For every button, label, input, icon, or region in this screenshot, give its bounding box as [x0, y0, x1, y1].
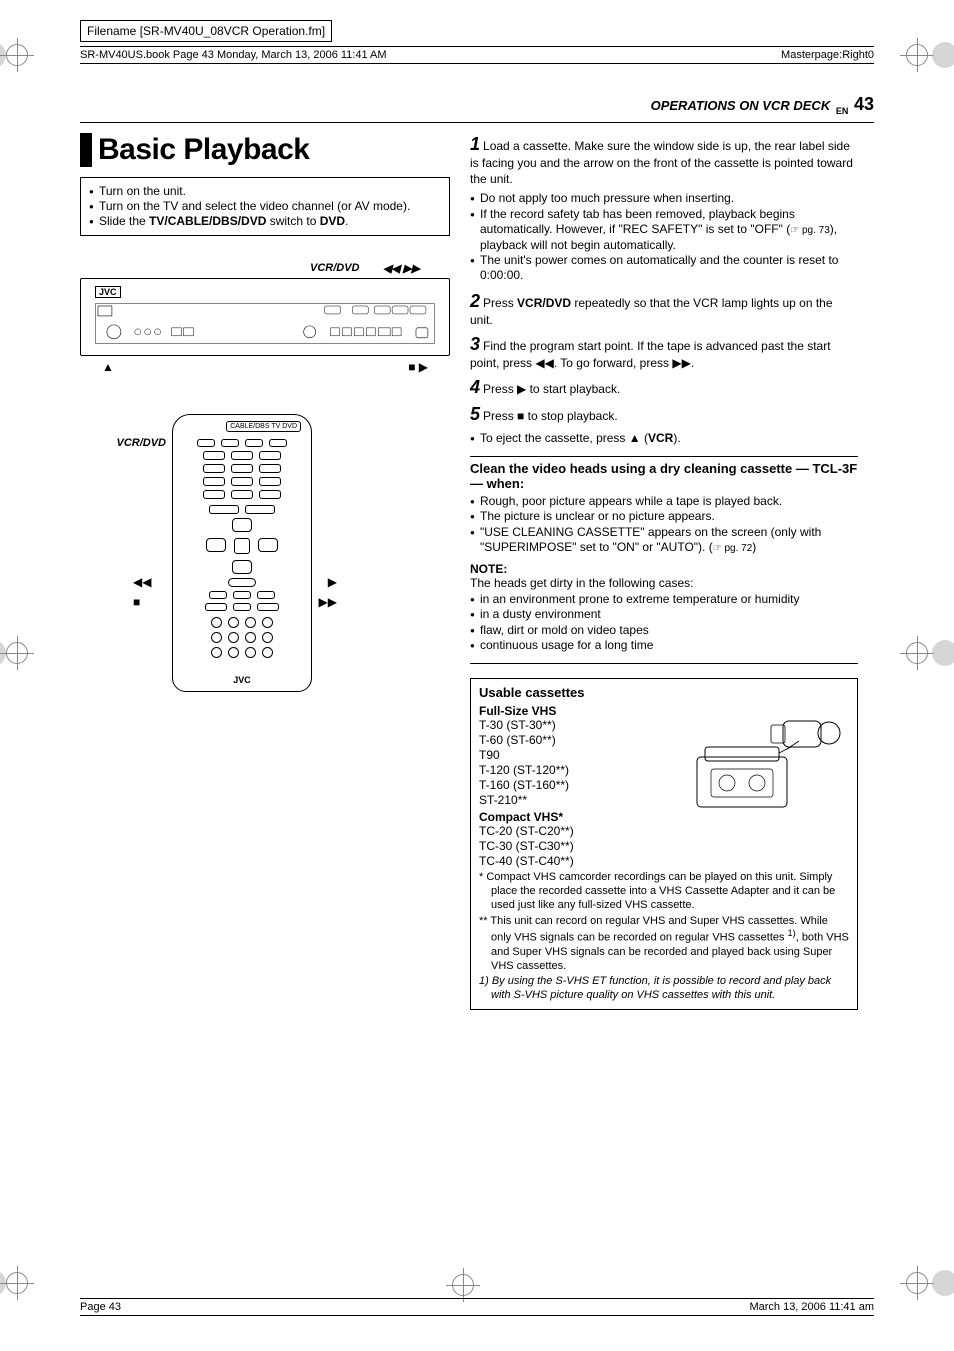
prep-item: Slide the TV/CABLE/DBS/DVD switch to DVD… — [89, 214, 441, 229]
footer-date: March 13, 2006 11:41 am — [749, 1301, 874, 1313]
jvc-logo: JVC — [173, 675, 311, 685]
vcr-unit-illustration: JVC — [80, 278, 450, 356]
page-footer: Page 43 March 13, 2006 11:41 am — [80, 1298, 874, 1316]
footnote-1: * Compact VHS camcorder recordings can b… — [479, 871, 849, 912]
vcr-bottom-labels: ▲ ■ ▶ — [80, 360, 450, 374]
play-icon: ▶ — [328, 575, 337, 589]
stop-icon: ■ — [133, 595, 140, 609]
ff-icon: ▶▶ — [319, 595, 337, 609]
step-5: 5Press ■ to stop playback. — [470, 403, 858, 426]
preparation-box: Turn on the unit. Turn on the TV and sel… — [80, 177, 450, 236]
prep-item: Turn on the TV and select the video chan… — [89, 199, 441, 214]
usable-cassettes-box: Usable cassettes Full-Size VHS — [470, 678, 858, 1009]
note-item: continuous usage for a long time — [470, 638, 858, 653]
cassette-item: TC-20 (ST-C20**) — [479, 824, 849, 839]
note-item: flaw, dirt or mold on video tapes — [470, 623, 858, 638]
usable-title: Usable cassettes — [479, 685, 849, 700]
footnote-3: 1) By using the S-VHS ET function, it is… — [479, 975, 849, 1003]
vcr-dvd-label: VCR/DVD — [310, 262, 360, 275]
page-title-block: Basic Playback — [80, 133, 450, 167]
remote-top-switch: CABLE/DBS TV DVD — [226, 421, 301, 432]
note-item: in an environment prone to extreme tempe… — [470, 592, 858, 607]
cassette-item: TC-30 (ST-C30**) — [479, 839, 849, 854]
stop-play-icons: ■ ▶ — [408, 360, 428, 374]
camcorder-illustration — [689, 699, 849, 819]
step-1: 1Load a cassette. Make sure the window s… — [470, 133, 858, 188]
step-4: 4Press ▶ to start playback. — [470, 376, 858, 399]
book-header-right: Masterpage:Right0 — [781, 49, 874, 61]
book-header: SR-MV40US.book Page 43 Monday, March 13,… — [80, 46, 874, 64]
filename-label: Filename [SR-MV40U_08VCR Operation.fm] — [80, 20, 332, 42]
note-heading: NOTE: — [470, 562, 858, 576]
prep-item: Turn on the unit. — [89, 184, 441, 199]
step1-note: Do not apply too much pressure when inse… — [470, 191, 858, 206]
page-number: 43 — [854, 94, 874, 114]
rewind-icon: ◀◀ — [133, 575, 151, 589]
lang-code: EN — [836, 106, 849, 116]
cassette-item: TC-40 (ST-C40**) — [479, 854, 849, 869]
cleaning-box: Clean the video heads using a dry cleani… — [470, 456, 858, 665]
step-2: 2Press VCR/DVD repeatedly so that the VC… — [470, 290, 858, 329]
step1-note: If the record safety tab has been remove… — [470, 207, 858, 254]
step-3: 3Find the program start point. If the ta… — [470, 333, 858, 372]
vcr-top-labels: VCR/DVD ◀◀ ▶▶ — [80, 262, 450, 275]
section-header: OPERATIONS ON VCR DECK EN 43 — [80, 94, 874, 116]
cleaning-title: Clean the video heads using a dry cleani… — [470, 461, 858, 492]
remote-vcrdvd-label: VCR/DVD — [80, 414, 172, 449]
clean-item: Rough, poor picture appears while a tape… — [470, 494, 858, 509]
note-intro: The heads get dirty in the following cas… — [470, 576, 858, 590]
section-title: OPERATIONS ON VCR DECK — [651, 98, 831, 113]
remote-illustration: CABLE/DBS TV DVD — [172, 414, 312, 692]
book-header-left: SR-MV40US.book Page 43 Monday, March 13,… — [80, 49, 387, 61]
rewind-ff-icons: ◀◀ ▶▶ — [383, 262, 420, 275]
footer-page: Page 43 — [80, 1301, 121, 1313]
clean-item: The picture is unclear or no picture app… — [470, 509, 858, 524]
jvc-logo: JVC — [95, 286, 121, 298]
clean-item: "USE CLEANING CASSETTE" appears on the s… — [470, 525, 858, 556]
step1-note: The unit's power comes on automatically … — [470, 253, 858, 284]
page-title: Basic Playback — [98, 133, 309, 167]
step5-note: To eject the cassette, press ▲ (VCR). — [470, 431, 858, 446]
footnote-2: ** This unit can record on regular VHS a… — [479, 915, 849, 974]
note-item: in a dusty environment — [470, 607, 858, 622]
eject-icon: ▲ — [102, 360, 114, 374]
